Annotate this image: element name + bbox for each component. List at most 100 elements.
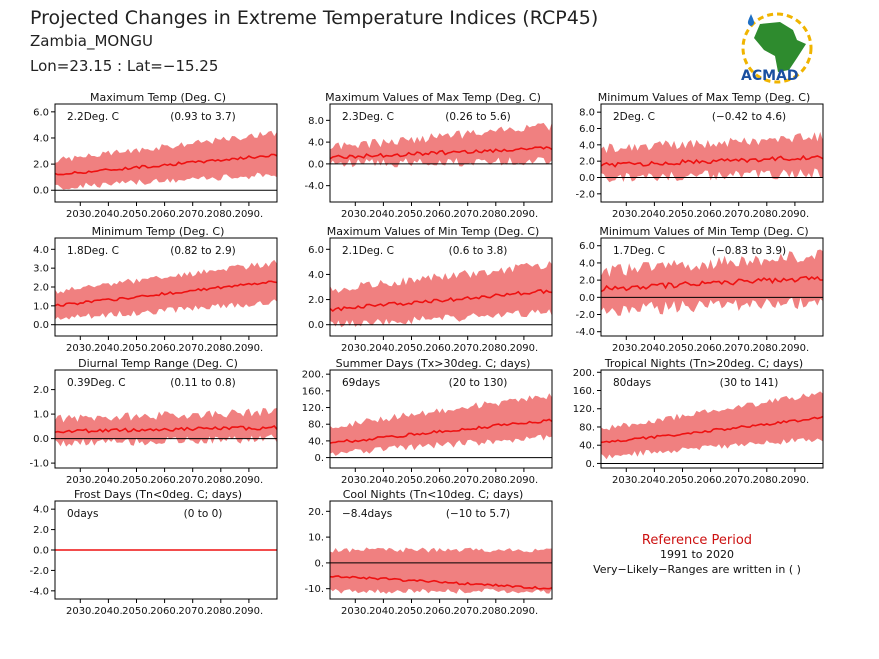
- reference-period: 1991 to 2020: [660, 548, 734, 561]
- y-tick-label: 2.0: [33, 283, 49, 294]
- x-tick-label: 2080.: [752, 475, 781, 486]
- x-tick-label: 2080.: [752, 209, 781, 220]
- x-tick-label: 2050.: [122, 343, 151, 354]
- median-line: [329, 289, 553, 313]
- panel-value: 69days: [342, 377, 380, 389]
- x-tick-label: 2030.: [66, 606, 95, 617]
- x-tick-label: 2090.: [510, 475, 539, 486]
- x-tick-label: 2080.: [206, 475, 235, 486]
- y-tick-label: -2.0: [29, 566, 49, 577]
- y-tick-label: 2.0: [579, 157, 595, 168]
- y-tick-label: -1.0: [29, 459, 49, 470]
- y-tick-label: 120.: [302, 403, 324, 414]
- y-tick-label: -2.0: [575, 310, 595, 321]
- panel-range: (0.26 to 5.6): [445, 111, 511, 123]
- median-line: [600, 275, 824, 293]
- x-tick-label: 2080.: [206, 343, 235, 354]
- x-tick-label: 2070.: [724, 343, 753, 354]
- median-line: [600, 415, 824, 444]
- y-tick-label: 4.0: [308, 270, 324, 281]
- x-tick-label: 2050.: [122, 209, 151, 220]
- panel-title: Cool Nights (Tn<10deg. C; days): [343, 488, 524, 501]
- x-tick-label: 2080.: [481, 475, 510, 486]
- x-tick-label: 2040.: [369, 475, 398, 486]
- y-tick-label: 2.0: [33, 525, 49, 536]
- y-tick-label: 2.0: [308, 295, 324, 306]
- x-tick-label: 2070.: [724, 475, 753, 486]
- y-tick-label: 10.: [308, 533, 324, 544]
- y-tick-label: -10.: [304, 584, 324, 595]
- x-tick-label: 2030.: [341, 606, 370, 617]
- x-tick-label: 2070.: [178, 343, 207, 354]
- x-tick-label: 2030.: [341, 343, 370, 354]
- y-tick-label: 0.0: [308, 320, 324, 331]
- y-tick-label: 0.0: [33, 546, 49, 557]
- x-tick-label: 2060.: [696, 343, 725, 354]
- x-tick-label: 2040.: [369, 606, 398, 617]
- x-tick-label: 2080.: [481, 606, 510, 617]
- x-tick-label: 2070.: [453, 209, 482, 220]
- panel-title: Diurnal Temp Range (Deg. C): [78, 357, 238, 370]
- x-tick-label: 2030.: [341, 475, 370, 486]
- y-tick-label: 160.: [573, 386, 595, 397]
- x-tick-label: 2050.: [668, 343, 697, 354]
- likely-range-band: [55, 259, 277, 320]
- plot-frame: [329, 500, 553, 600]
- y-tick-label: 2.0: [33, 385, 49, 396]
- x-tick-label: 2060.: [150, 343, 179, 354]
- y-tick-label: 4.0: [33, 133, 49, 144]
- panel-title: Frost Days (Tn<0deg. C; days): [74, 488, 242, 501]
- x-tick-label: 2060.: [425, 606, 454, 617]
- y-tick-label: 4.0: [579, 258, 595, 269]
- x-tick-label: 2050.: [397, 343, 426, 354]
- logo-sun-ring: [741, 12, 813, 84]
- x-tick-label: 2060.: [150, 475, 179, 486]
- y-tick-label: 0.0: [308, 159, 324, 170]
- x-tick-label: 2040.: [94, 343, 123, 354]
- chart-panel-6: -4.0 -2.0 0.0 2.0 4.0 6.0 2030. 2040. 2050. 2060.…: [575, 225, 824, 354]
- panel-range: (0 to 0): [184, 508, 223, 520]
- panel-title: Minimum Values of Min Temp (Deg. C): [599, 225, 808, 238]
- x-tick-label: 2070.: [724, 209, 753, 220]
- logo-text: ACMAD: [741, 68, 799, 84]
- panel-range: (0.93 to 3.7): [170, 111, 236, 123]
- panel-range: (30 to 141): [720, 377, 779, 389]
- median-line: [329, 418, 553, 444]
- y-tick-label: 6.0: [579, 124, 595, 135]
- likely-range-band: [55, 130, 277, 190]
- x-tick-label: 2040.: [94, 475, 123, 486]
- x-tick-label: 2050.: [122, 606, 151, 617]
- plot-frame: [54, 103, 278, 203]
- x-tick-label: 2070.: [178, 606, 207, 617]
- x-tick-label: 2080.: [481, 343, 510, 354]
- panel-title: Summer Days (Tx>30deg. C; days): [336, 357, 531, 370]
- x-tick-label: 2030.: [66, 475, 95, 486]
- likely-range-band: [330, 393, 552, 456]
- chart-panel-5: 0.0 2.0 4.0 6.0 2030. 2040. 2050. 2060. 2070. 208…: [308, 225, 553, 354]
- reference-block: Reference Period 1991 to 2020 Very−Likel…: [593, 533, 801, 576]
- y-tick-label: 0.0: [579, 293, 595, 304]
- median-line: [329, 575, 553, 590]
- x-tick-label: 2080.: [752, 343, 781, 354]
- x-tick-label: 2070.: [453, 343, 482, 354]
- panel-value: 0days: [67, 508, 98, 520]
- x-tick-label: 2040.: [94, 209, 123, 220]
- chart-panel-10: -4.0 -2.0 0.0 2.0 4.0 2030. 2040. 2050. 2060. 207…: [29, 488, 278, 617]
- plot-frame: [600, 369, 824, 469]
- y-tick-label: 0.: [314, 453, 324, 464]
- y-tick-label: 0.0: [33, 320, 49, 331]
- x-tick-label: 2090.: [235, 606, 264, 617]
- x-tick-label: 2050.: [397, 209, 426, 220]
- y-tick-label: 160.: [302, 386, 324, 397]
- y-tick-label: 8.0: [308, 116, 324, 127]
- panel-range: (0.11 to 0.8): [170, 377, 236, 389]
- panel-value: 2.2Deg. C: [67, 111, 119, 123]
- x-tick-label: 2030.: [66, 343, 95, 354]
- y-tick-label: 0.: [585, 459, 595, 470]
- panel-value: −8.4days: [342, 508, 392, 520]
- x-tick-label: 2050.: [668, 475, 697, 486]
- y-tick-label: 3.0: [33, 264, 49, 275]
- x-tick-label: 2030.: [612, 475, 641, 486]
